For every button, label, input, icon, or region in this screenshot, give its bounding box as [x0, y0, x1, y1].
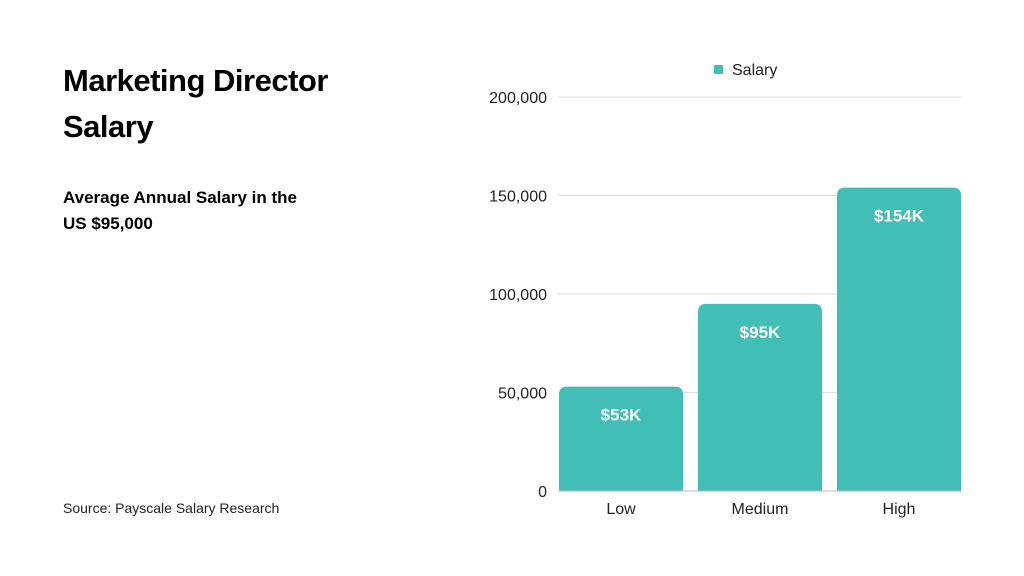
y-tick-label: 50,000: [498, 386, 547, 403]
data-label: $95K: [740, 323, 781, 342]
bar-medium: [698, 303, 822, 491]
bar-low: [559, 386, 683, 491]
y-tick-label: 150,000: [489, 189, 547, 206]
source-note: Source: Payscale Salary Research: [63, 500, 280, 516]
legend-label: Salary: [732, 62, 777, 79]
bar-high: [837, 187, 961, 491]
y-tick-label: 100,000: [489, 287, 547, 304]
subtitle: Average Annual Salary in the US $95,000: [63, 188, 297, 233]
legend-swatch: [714, 65, 723, 74]
x-tick-label: Medium: [732, 501, 789, 518]
page-title: Marketing Director Salary: [63, 63, 328, 144]
y-tick-label: 200,000: [489, 90, 547, 107]
x-tick-label: Low: [606, 501, 636, 518]
data-label: $53K: [601, 406, 642, 425]
x-tick-label: High: [883, 501, 916, 518]
data-label: $154K: [874, 207, 925, 226]
y-tick-label: 0: [538, 484, 547, 501]
